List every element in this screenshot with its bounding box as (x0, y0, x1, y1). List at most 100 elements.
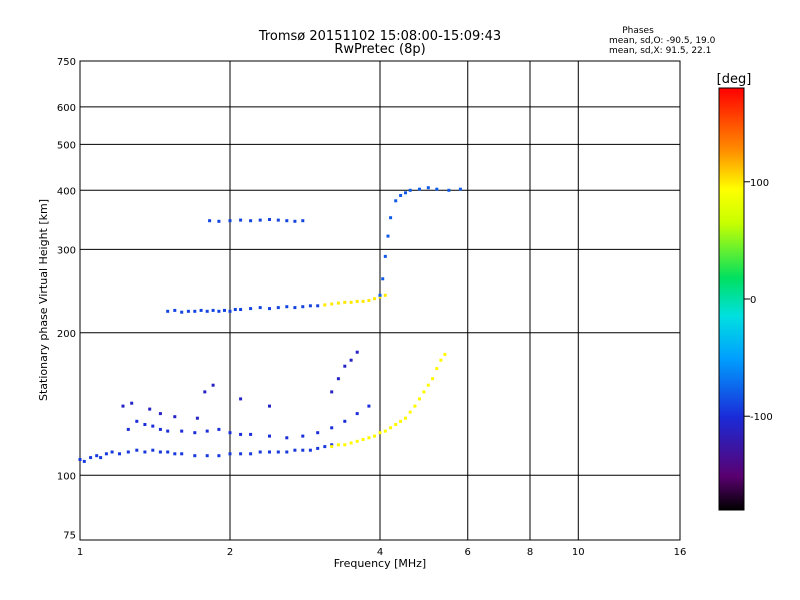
echo-point (361, 299, 365, 303)
echo-point (422, 390, 426, 394)
echo-point (193, 454, 197, 458)
colorbar (718, 87, 745, 511)
echo-point (173, 452, 177, 456)
echo-point (195, 416, 199, 420)
echo-point (104, 452, 108, 456)
echo-point (343, 364, 347, 368)
echo-point (435, 367, 439, 371)
echo-point (143, 450, 147, 454)
echo-point (89, 456, 93, 460)
y-axis-ticks: 75 100 200 300 400 500 600 750 (57, 57, 76, 541)
echo-point (330, 390, 334, 394)
echo-point (330, 302, 334, 306)
echo-point (355, 412, 359, 416)
echo-point (233, 308, 237, 311)
gridlines (80, 61, 680, 540)
echo-point (228, 309, 232, 313)
echo-point (258, 218, 262, 222)
echo-point (158, 412, 162, 416)
y-tick-label: 100 (57, 471, 76, 482)
phases-line-x: mean, sd,X: 91.5, 22.1 (609, 46, 711, 56)
x-axis-ticks: 1 2 4 6 8 10 16 (77, 547, 687, 558)
echo-point (301, 219, 305, 223)
echo-point (399, 194, 403, 197)
echo-point (435, 187, 439, 191)
echo-point (135, 419, 139, 423)
echo-point (330, 445, 334, 449)
echo-point (151, 424, 155, 428)
echo-point (258, 450, 262, 454)
echo-point (217, 427, 221, 431)
echo-point (268, 307, 271, 311)
echo-point (193, 309, 197, 313)
chart-title: Tromsø 20151102 15:08:00-15:09:43 (258, 29, 501, 44)
echo-point (316, 431, 320, 435)
echo-point (228, 219, 232, 223)
echo-point (323, 445, 327, 449)
echo-point (268, 434, 271, 438)
echo-point (173, 308, 177, 312)
echo-point (249, 307, 253, 311)
echo-point (99, 456, 103, 460)
echo-point (413, 404, 417, 408)
echo-point (361, 438, 365, 441)
echo-point (166, 309, 170, 313)
echo-point (228, 431, 232, 435)
x-tick-label: 16 (674, 547, 687, 558)
x-tick-label: 10 (572, 547, 585, 558)
echo-point (378, 431, 382, 435)
echo-point (239, 397, 243, 401)
echo-point (373, 297, 376, 301)
echo-point (458, 187, 462, 191)
x-tick-label: 1 (77, 547, 83, 558)
echo-point (383, 293, 387, 297)
echo-point (418, 187, 421, 191)
colorbar-tick-label: 100 (750, 178, 769, 189)
echo-point (336, 301, 340, 305)
echo-point (408, 410, 412, 414)
echo-point (239, 432, 243, 436)
echo-point (404, 416, 407, 420)
echo-point (439, 358, 443, 362)
echo-point (443, 352, 447, 356)
echo-point (343, 300, 347, 304)
echo-point (389, 216, 393, 220)
echo-point (367, 436, 371, 440)
echo-point (158, 450, 162, 454)
echo-point (349, 441, 353, 445)
echo-point (135, 448, 139, 452)
echo-point (394, 199, 398, 203)
echo-point (431, 377, 435, 381)
echo-point (383, 429, 387, 433)
echo-point (130, 401, 134, 405)
y-tick-label: 400 (57, 186, 76, 197)
echo-point (316, 304, 320, 308)
echo-point (186, 309, 190, 313)
echo-point (78, 458, 82, 461)
x-tick-label: 8 (527, 547, 533, 558)
echo-point (276, 218, 280, 222)
echo-point (239, 452, 243, 456)
y-tick-label: 600 (57, 103, 76, 114)
echo-point (355, 350, 359, 354)
echo-point (249, 219, 253, 223)
echo-point (249, 432, 253, 436)
echo-point (336, 443, 340, 447)
echo-point (208, 219, 212, 223)
y-tick-label: 200 (57, 329, 76, 340)
echo-point (383, 254, 387, 258)
echo-point (166, 450, 170, 454)
echo-point (378, 293, 382, 297)
echo-point (173, 415, 177, 419)
echo-point (285, 450, 289, 454)
echo-point (268, 450, 271, 454)
echo-point (293, 219, 297, 223)
echo-point (151, 448, 155, 452)
y-axis-label: Stationary phase Virtual Height [km] (37, 199, 50, 401)
echo-point (301, 448, 305, 452)
echo-point (293, 448, 297, 452)
echo-point (199, 308, 203, 312)
echo-point (301, 305, 305, 309)
echo-point (343, 419, 347, 423)
echo-point (394, 423, 398, 426)
